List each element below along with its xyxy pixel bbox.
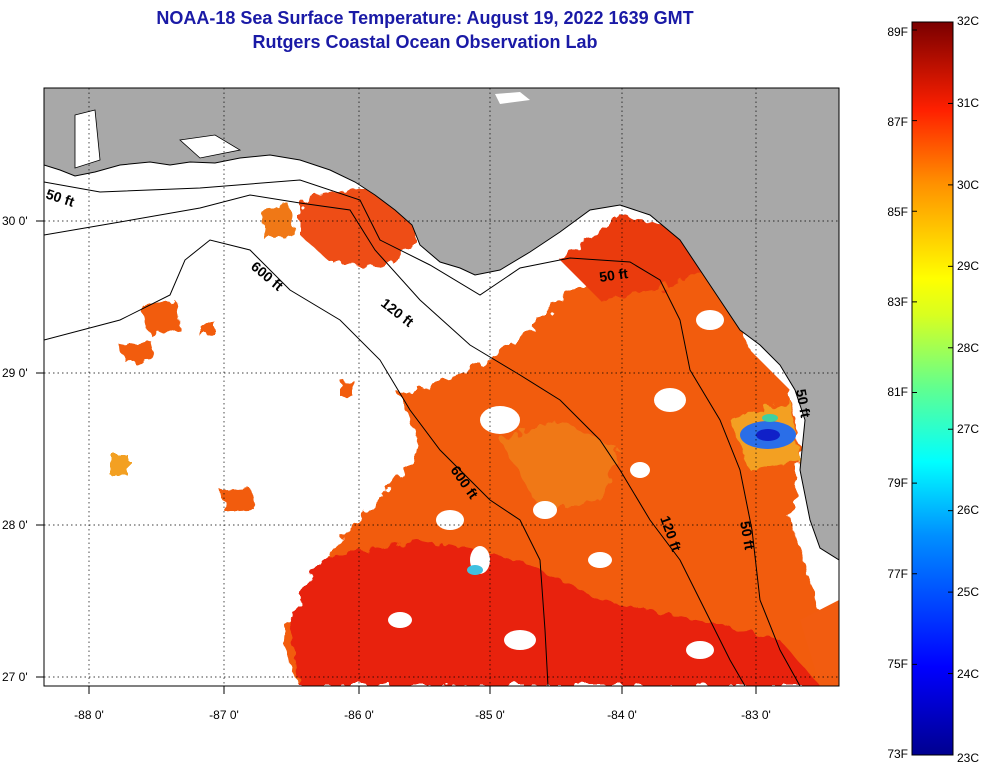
colorbar xyxy=(911,21,954,756)
latitude-labels: 30 0' 29 0' 28 0' 27 0' xyxy=(2,214,28,684)
cb-c-label: 23C xyxy=(957,751,979,765)
cb-f-label: 81F xyxy=(887,385,908,399)
cb-f-label: 83F xyxy=(887,295,908,309)
coastline xyxy=(44,154,839,561)
cb-f-label: 79F xyxy=(887,476,908,490)
lon-label: -84 0' xyxy=(607,708,637,722)
contour-label-50ft: 50 ft xyxy=(598,265,629,285)
cb-c-label: 32C xyxy=(957,14,979,28)
cb-c-label: 29C xyxy=(957,259,979,273)
lat-label: 27 0' xyxy=(2,670,28,684)
colorbar-fahrenheit-labels: 89F 87F 85F 83F 81F 79F 77F 75F 73F xyxy=(887,25,908,761)
sst-data-layer xyxy=(110,188,839,686)
cb-c-label: 30C xyxy=(957,178,979,192)
lon-label: -86 0' xyxy=(344,708,374,722)
lon-label: -83 0' xyxy=(741,708,771,722)
contour-label-50ft: 50 ft xyxy=(793,388,814,419)
colorbar-celsius-labels: 32C 31C 30C 29C 28C 27C 26C 25C 24C 23C xyxy=(957,14,979,765)
lat-label: 28 0' xyxy=(2,518,28,532)
lat-label: 30 0' xyxy=(2,214,28,228)
map-subtitle: Rutgers Coastal Ocean Observation Lab xyxy=(252,32,598,52)
cb-c-label: 24C xyxy=(957,667,979,681)
map-title: NOAA-18 Sea Surface Temperature: August … xyxy=(156,8,694,28)
depth-contours xyxy=(44,179,801,686)
lon-label: -85 0' xyxy=(475,708,505,722)
longitude-labels: -88 0' -87 0' -86 0' -85 0' -84 0' -83 0… xyxy=(74,708,771,722)
graticule xyxy=(44,88,839,686)
cb-c-label: 28C xyxy=(957,341,979,355)
lat-label: 29 0' xyxy=(2,366,28,380)
cb-c-label: 26C xyxy=(957,503,979,517)
cb-c-label: 27C xyxy=(957,422,979,436)
cb-f-label: 85F xyxy=(887,205,908,219)
cb-c-label: 31C xyxy=(957,96,979,110)
lon-label: -88 0' xyxy=(74,708,104,722)
cloud-gaps xyxy=(388,310,724,659)
land-mass xyxy=(44,88,839,560)
cb-c-label: 25C xyxy=(957,585,979,599)
cb-f-label: 75F xyxy=(887,657,908,671)
lon-label: -87 0' xyxy=(209,708,239,722)
cb-f-label: 89F xyxy=(887,25,908,39)
cb-f-label: 77F xyxy=(887,567,908,581)
contour-label-50ft: 50 ft xyxy=(737,520,758,551)
cb-f-label: 73F xyxy=(887,747,908,761)
cb-f-label: 87F xyxy=(887,115,908,129)
